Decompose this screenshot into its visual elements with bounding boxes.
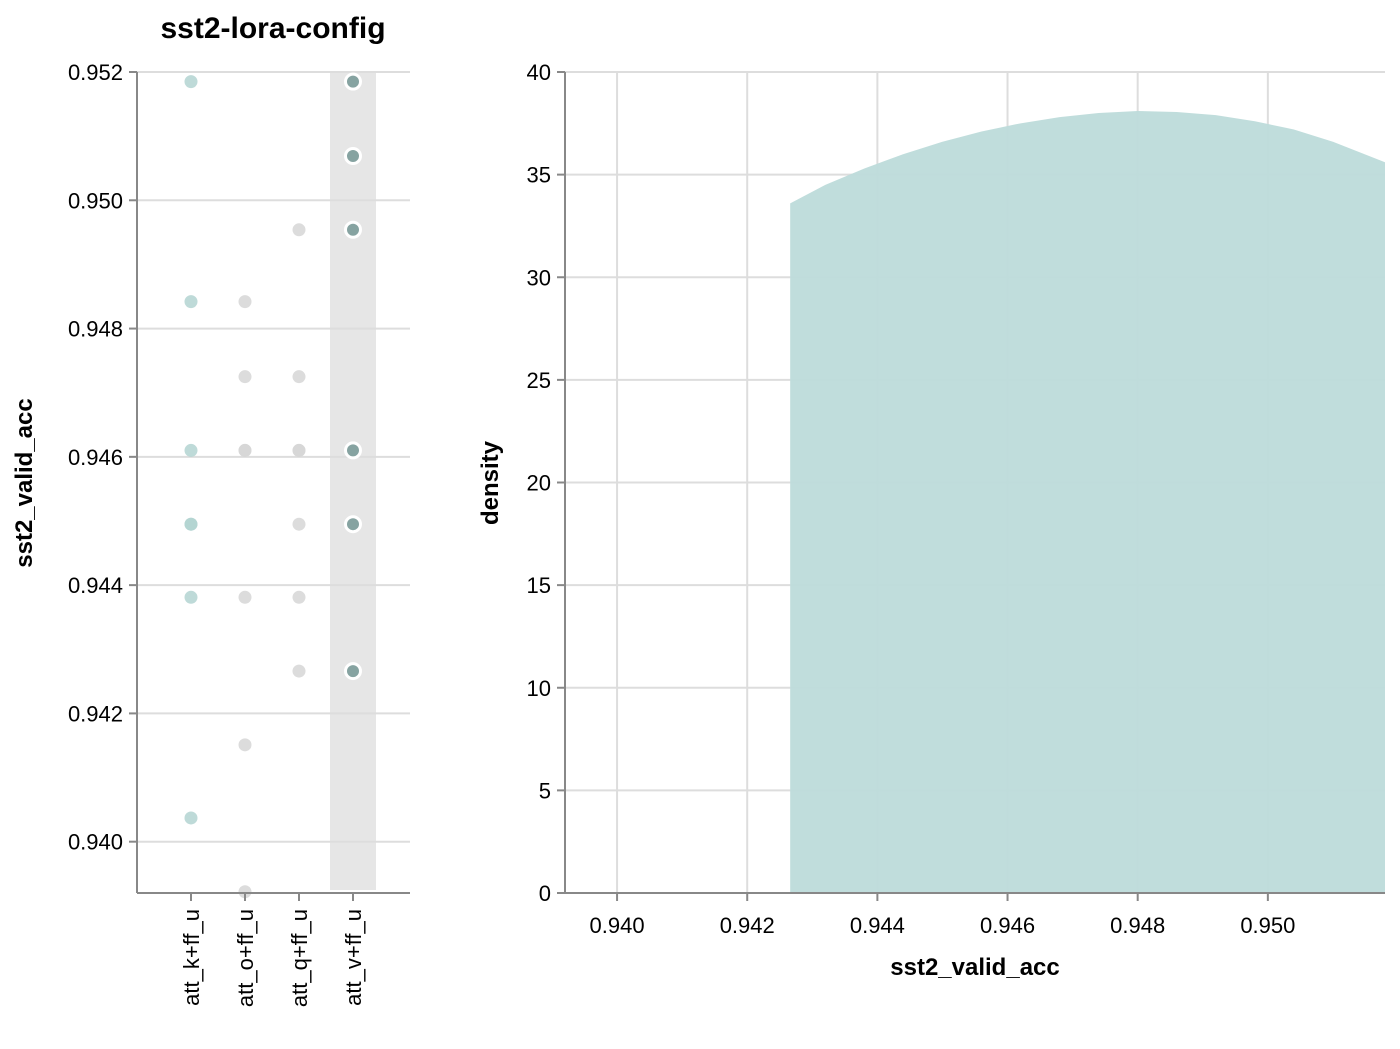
strip-y-tick-label: 0.946 xyxy=(68,445,123,470)
data-point xyxy=(344,220,362,239)
strip-y-tick-label: 0.950 xyxy=(68,188,123,213)
strip-y-tick-label: 0.952 xyxy=(68,60,123,85)
density-x-tick-label: 0.942 xyxy=(720,913,775,938)
strip-y-axis-title: sst2_valid_acc xyxy=(11,398,38,567)
density-plot: 0 5 10 15 20 25 30 35 40 0.940 0.942 0.944 0.946 0.94… xyxy=(477,60,1385,981)
strip-plot: 0.940 0.942 0.944 0.946 0.948 0.950 0.952 att_k… xyxy=(11,12,410,1007)
density-y-tick-label: 25 xyxy=(527,368,551,393)
strip-x-tick-label: att_v+ff_u xyxy=(341,909,366,1006)
density-y-tick-label: 15 xyxy=(527,573,551,598)
density-y-axis-title: density xyxy=(477,440,504,525)
data-point xyxy=(344,72,362,91)
density-x-tick-label: 0.950 xyxy=(1240,913,1295,938)
data-point xyxy=(292,664,306,678)
density-y-tick-label: 0 xyxy=(539,881,551,906)
density-x-tick-label: 0.944 xyxy=(850,913,905,938)
strip-y-tick-label: 0.944 xyxy=(68,573,123,598)
density-y-tick-label: 40 xyxy=(527,60,551,85)
strip-x-tick-label: att_o+ff_u xyxy=(233,909,258,1007)
data-point xyxy=(238,590,252,604)
data-point xyxy=(238,443,252,457)
data-point xyxy=(184,811,198,825)
data-point xyxy=(238,738,252,752)
data-point xyxy=(344,441,362,460)
data-point xyxy=(238,295,252,309)
data-point xyxy=(292,517,306,531)
density-y-tick-label: 35 xyxy=(527,163,551,188)
strip-points xyxy=(184,72,362,899)
data-point xyxy=(184,517,198,531)
strip-y-tick-label: 0.940 xyxy=(68,830,123,855)
data-point xyxy=(238,885,252,899)
density-y-tick-label: 5 xyxy=(539,778,551,803)
data-point xyxy=(292,223,306,237)
strip-y-tick-label: 0.942 xyxy=(68,701,123,726)
data-point xyxy=(344,515,362,534)
data-point xyxy=(292,443,306,457)
data-point xyxy=(292,370,306,384)
strip-y-tick-label: 0.948 xyxy=(68,317,123,342)
strip-grid xyxy=(137,71,410,843)
data-point xyxy=(184,75,198,89)
density-y-tick-label: 10 xyxy=(527,676,551,701)
data-point xyxy=(344,147,362,166)
data-point xyxy=(184,443,198,457)
data-point xyxy=(344,662,362,681)
density-y-tick-label: 20 xyxy=(527,471,551,496)
data-point xyxy=(184,590,198,604)
density-y-tick-label: 30 xyxy=(527,265,551,290)
density-x-axis-title: sst2_valid_acc xyxy=(890,954,1059,981)
density-x-tick-label: 0.946 xyxy=(980,913,1035,938)
data-point xyxy=(184,295,198,309)
density-x-tick-label: 0.940 xyxy=(590,913,645,938)
density-area xyxy=(790,110,1385,893)
density-axes: 0 5 10 15 20 25 30 35 40 0.940 0.942 0.944 0.946 0.94… xyxy=(527,60,1385,938)
strip-axes: 0.940 0.942 0.944 0.946 0.948 0.950 0.952 att_k… xyxy=(68,60,410,1007)
highlight-band xyxy=(330,72,376,890)
highlight-band-layer xyxy=(330,72,376,890)
data-point xyxy=(292,590,306,604)
chart-title: sst2-lora-config xyxy=(160,12,385,45)
data-point xyxy=(238,370,252,384)
density-x-tick-label: 0.948 xyxy=(1110,913,1165,938)
strip-x-tick-label: att_q+ff_u xyxy=(287,909,312,1007)
density-area-layer xyxy=(790,110,1385,893)
strip-x-tick-label: att_k+ff_u xyxy=(179,909,204,1006)
